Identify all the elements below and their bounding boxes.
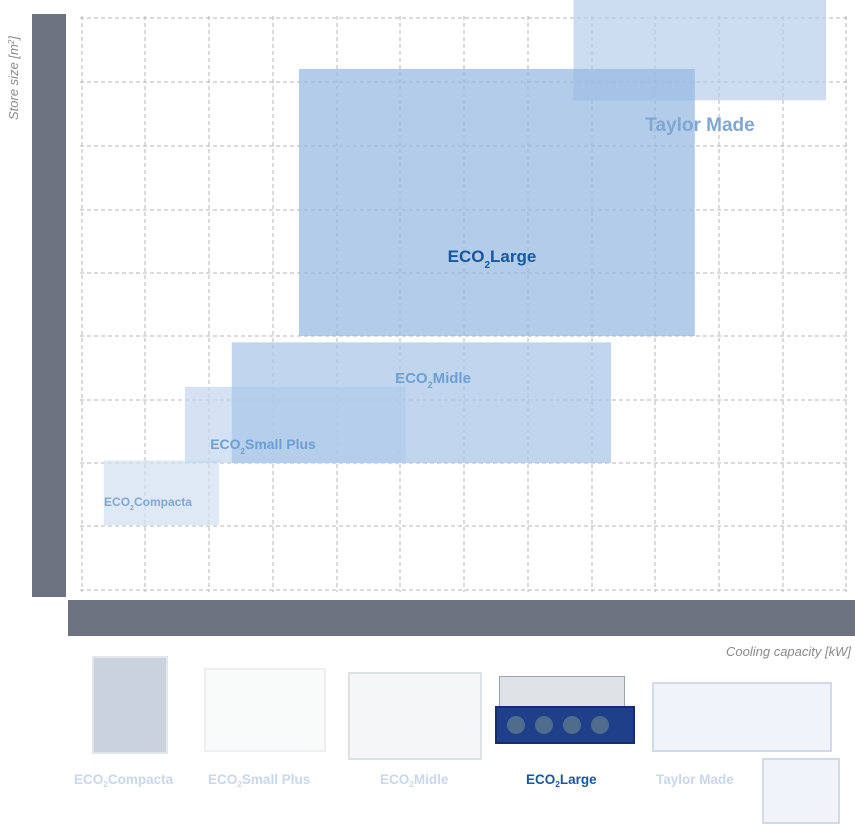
product-label-midle: ECO2Midle (380, 772, 449, 789)
product-label-large: ECO2Large (526, 772, 597, 789)
series-label-ecocompacta: ECO2Compacta (104, 495, 192, 512)
series-label-taylor-made: Taylor Made (645, 115, 754, 136)
y-axis-band (32, 14, 66, 597)
series-label-ecosmall-plus: ECO2Small Plus (210, 436, 316, 456)
y-axis-label: Store size [m2] (6, 36, 21, 120)
product-image-midle (348, 672, 482, 760)
product-label-compacta: ECO2Compacta (74, 772, 174, 789)
product-image-taylor-made-unit (762, 758, 840, 824)
x-axis-band (68, 600, 855, 636)
chart-canvas: Taylor Made ECO2Large ECO2Midle ECO2Small P… (80, 0, 848, 592)
range-box-ecomidle (231, 342, 612, 463)
range-box-ecocompacta (103, 460, 219, 525)
svg-text:Store size [m2]: Store size [m2] (6, 36, 21, 120)
product-label-taylor-made: Taylor Made (656, 772, 734, 787)
x-axis-label: Cooling capacity [kW] (726, 644, 851, 659)
product-image-compacta (92, 656, 168, 754)
product-image-taylor-made (652, 682, 832, 752)
product-image-small-plus (204, 668, 326, 752)
product-image-large (495, 676, 635, 746)
product-gallery (70, 650, 855, 825)
range-box-ecolarge (299, 68, 695, 336)
series-label-ecolarge: ECO2Large (448, 247, 537, 271)
series-label-ecomidle: ECO2Midle (395, 370, 471, 390)
product-label-small-plus: ECO2Small Plus (208, 772, 311, 789)
